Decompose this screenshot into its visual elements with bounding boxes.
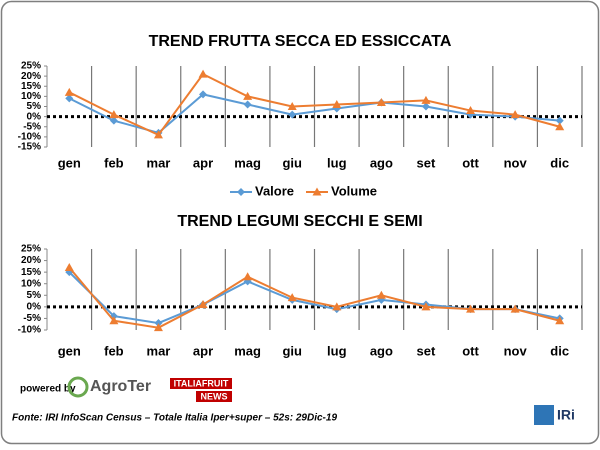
marker	[64, 87, 74, 96]
marker	[421, 102, 430, 111]
marker	[198, 69, 208, 78]
x-tick-label: gen	[58, 343, 81, 358]
italiafruit-bar	[170, 378, 232, 389]
marker	[555, 122, 565, 131]
x-tick-label: dic	[550, 155, 569, 170]
italiafruit-logo: ITALIAFRUIT	[174, 378, 229, 388]
marker	[288, 110, 297, 119]
marker	[466, 304, 476, 313]
news-bar	[196, 391, 232, 402]
x-tick-label: lug	[327, 155, 347, 170]
news-logo: NEWS	[201, 391, 228, 401]
marker	[109, 316, 119, 325]
chart-title: TREND FRUTTA SECCA ED ESSICCATA	[149, 33, 452, 50]
marker	[64, 263, 74, 272]
x-tick-label: nov	[504, 155, 528, 170]
marker	[243, 91, 253, 100]
x-tick-label: ago	[370, 155, 393, 170]
marker	[510, 110, 520, 119]
x-tick-label: giu	[282, 155, 302, 170]
marker	[555, 116, 564, 125]
marker	[466, 106, 476, 115]
series-line	[68, 266, 560, 329]
x-tick-label: nov	[504, 343, 528, 358]
y-tick-label: 25%	[21, 61, 41, 72]
powered-by: powered by	[20, 384, 76, 395]
y-tick-label: -10%	[18, 325, 41, 336]
marker	[109, 116, 118, 125]
x-tick-label: mar	[147, 343, 171, 358]
marker	[510, 304, 520, 313]
x-tick-label: ott	[462, 343, 479, 358]
marker	[421, 302, 431, 311]
marker	[109, 110, 119, 119]
legend-marker	[312, 187, 322, 196]
marker	[332, 99, 342, 108]
x-tick-label: dic	[550, 343, 569, 358]
iri-icon	[534, 405, 554, 425]
x-tick-label: set	[417, 343, 436, 358]
y-tick-label: 20%	[21, 71, 41, 82]
y-tick-label: 10%	[21, 278, 41, 289]
y-tick-label: 10%	[21, 91, 41, 102]
chart-title: TREND LEGUMI SECCHI E SEMI	[177, 213, 422, 230]
y-tick-label: 20%	[21, 255, 41, 266]
marker	[376, 290, 386, 299]
y-tick-label: 15%	[21, 267, 41, 278]
marker	[555, 316, 565, 325]
y-tick-label: 0%	[27, 111, 42, 122]
x-tick-label: set	[417, 155, 436, 170]
marker	[287, 102, 297, 110]
marker	[421, 95, 431, 104]
marker	[376, 97, 386, 106]
x-tick-label: mag	[234, 155, 261, 170]
y-tick-label: 0%	[27, 301, 42, 312]
source: Fonte: IRI InfoScan Census – Totale Ital…	[12, 413, 337, 424]
marker	[243, 272, 253, 281]
y-tick-label: -5%	[23, 121, 41, 132]
x-tick-label: ott	[462, 155, 479, 170]
legend-label: Valore	[255, 183, 294, 198]
marker	[243, 100, 252, 109]
marker	[65, 94, 74, 103]
x-tick-label: mar	[147, 155, 171, 170]
x-tick-label: mag	[234, 343, 261, 358]
y-tick-label: -15%	[18, 142, 41, 153]
marker	[153, 130, 163, 139]
x-tick-label: apr	[193, 343, 213, 358]
y-tick-label: 25%	[21, 244, 41, 255]
x-tick-label: gen	[58, 155, 81, 170]
marker	[154, 319, 163, 328]
marker	[198, 300, 208, 309]
marker	[199, 90, 208, 99]
y-tick-label: 5%	[27, 101, 42, 112]
marker	[332, 302, 342, 311]
x-tick-label: ago	[370, 343, 393, 358]
agroter-logo: AgroTer	[90, 378, 151, 395]
y-tick-label: -5%	[23, 313, 41, 324]
legend-label: Volume	[331, 183, 377, 198]
series-line	[68, 72, 560, 137]
marker	[153, 323, 163, 332]
x-tick-label: feb	[104, 155, 124, 170]
agroter-icon	[67, 376, 89, 398]
y-tick-label: 15%	[21, 81, 41, 92]
x-tick-label: giu	[282, 343, 302, 358]
y-tick-label: -10%	[18, 132, 41, 143]
iri-logo: IRi	[557, 407, 575, 423]
x-tick-label: feb	[104, 343, 124, 358]
x-tick-label: lug	[327, 343, 347, 358]
legend-marker	[237, 188, 245, 196]
y-tick-label: 5%	[27, 290, 42, 301]
marker	[287, 293, 297, 302]
x-tick-label: apr	[193, 155, 213, 170]
